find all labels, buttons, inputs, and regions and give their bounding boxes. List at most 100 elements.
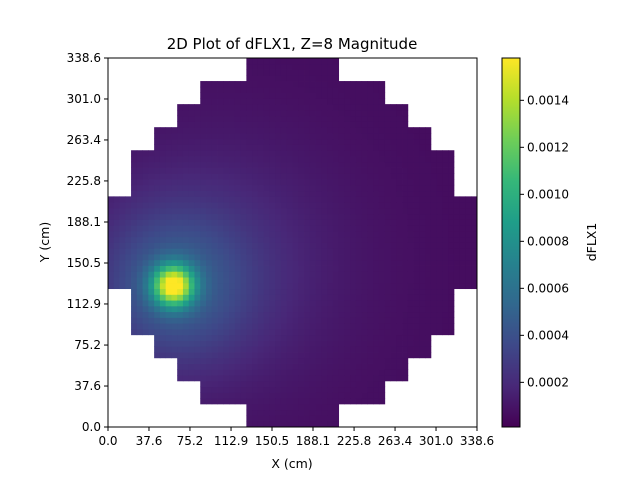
heatmap-cell xyxy=(396,369,403,376)
heatmap-cell xyxy=(332,207,340,215)
heatmap-cell xyxy=(240,386,247,393)
heatmap-cell xyxy=(217,161,224,168)
heatmap-cell xyxy=(211,305,218,313)
heatmap-cell xyxy=(182,340,190,347)
heatmap-cell xyxy=(321,323,328,330)
heatmap-cell xyxy=(298,305,305,313)
heatmap-cell xyxy=(315,213,322,220)
heatmap-cell xyxy=(223,127,230,134)
heatmap-cell xyxy=(217,288,224,295)
heatmap-cell xyxy=(419,259,426,266)
heatmap-cell xyxy=(240,104,247,111)
heatmap-cell xyxy=(194,173,201,180)
heatmap-cell xyxy=(425,138,432,145)
heatmap-cell xyxy=(430,230,438,238)
heatmap-cell xyxy=(344,179,351,186)
heatmap-cell xyxy=(384,259,391,266)
heatmap-cell xyxy=(407,346,414,353)
colorbar-tick-label: 0.0002 xyxy=(527,375,569,389)
heatmap-cell xyxy=(269,323,276,330)
heatmap-cell xyxy=(436,265,443,272)
heatmap-cell xyxy=(315,144,322,151)
heatmap-cell xyxy=(200,109,207,117)
heatmap-cell xyxy=(240,340,247,347)
heatmap-cell xyxy=(309,58,316,65)
heatmap-cell xyxy=(298,150,305,157)
heatmap-cell xyxy=(465,248,472,255)
heatmap-cell xyxy=(402,236,409,243)
heatmap-cell xyxy=(448,202,455,209)
heatmap-cell xyxy=(304,173,311,180)
heatmap-cell xyxy=(384,190,391,197)
heatmap-cell xyxy=(252,242,259,249)
heatmap-cell xyxy=(206,156,213,163)
heatmap-cell xyxy=(252,271,259,278)
heatmap-cell xyxy=(217,346,224,353)
heatmap-cell xyxy=(367,328,374,336)
heatmap-cell xyxy=(304,421,311,427)
heatmap-cell xyxy=(286,369,293,376)
heatmap-cell xyxy=(384,179,391,186)
heatmap-cell xyxy=(315,357,322,364)
heatmap-cell xyxy=(206,190,213,197)
heatmap-cell xyxy=(206,346,213,353)
heatmap-cell xyxy=(373,380,380,388)
heatmap-cell xyxy=(361,225,368,232)
heatmap-cell xyxy=(246,277,253,284)
heatmap-cell xyxy=(390,230,397,238)
heatmap-cell xyxy=(465,213,472,220)
heatmap-cell xyxy=(206,109,213,117)
heatmap-cell xyxy=(263,132,270,140)
heatmap-cell xyxy=(252,369,259,376)
heatmap-cell xyxy=(355,202,363,209)
heatmap-cell xyxy=(321,184,328,192)
heatmap-cell xyxy=(304,156,311,163)
heatmap-cell xyxy=(373,357,380,364)
heatmap-cell xyxy=(234,277,242,284)
heatmap-cell xyxy=(298,63,305,70)
heatmap-cell xyxy=(292,386,299,393)
heatmap-cell xyxy=(200,340,207,347)
heatmap-cell xyxy=(304,317,311,324)
heatmap-cell xyxy=(355,398,363,405)
heatmap-cell xyxy=(113,225,120,232)
heatmap-cell xyxy=(200,242,207,249)
heatmap-cell xyxy=(402,328,409,336)
heatmap-cell xyxy=(171,328,178,336)
colorbar-tick-label: 0.0014 xyxy=(527,93,569,107)
heatmap-cell xyxy=(390,323,397,330)
heatmap-cell xyxy=(263,300,270,307)
y-tick-label: 188.1 xyxy=(67,215,101,229)
heatmap-cell xyxy=(200,196,207,203)
heatmap-cell xyxy=(246,225,253,232)
heatmap-cell xyxy=(234,254,242,261)
heatmap-cell xyxy=(344,213,351,220)
heatmap-cell xyxy=(275,202,282,209)
heatmap-cell xyxy=(413,282,420,290)
y-tick-label: 0.0 xyxy=(82,420,101,434)
heatmap-cell xyxy=(448,236,455,243)
heatmap-cell xyxy=(131,207,138,215)
heatmap-cell xyxy=(200,346,207,353)
heatmap-cell xyxy=(131,300,138,307)
heatmap-cell xyxy=(159,230,167,238)
heatmap-cell xyxy=(280,294,288,301)
heatmap-cell xyxy=(407,311,414,318)
heatmap-cell xyxy=(419,202,426,209)
heatmap-cell xyxy=(407,179,414,186)
heatmap-cell xyxy=(252,363,259,370)
heatmap-cell xyxy=(419,277,426,284)
heatmap-cell xyxy=(355,305,363,313)
heatmap-cell xyxy=(298,98,305,105)
heatmap-cell xyxy=(425,156,432,163)
heatmap-cell xyxy=(373,236,380,243)
heatmap-cell xyxy=(252,207,259,215)
heatmap-cell xyxy=(275,248,282,255)
heatmap-cell xyxy=(206,288,213,295)
heatmap-cell xyxy=(131,254,138,261)
heatmap-cell xyxy=(298,104,305,111)
heatmap-cell xyxy=(384,104,391,111)
heatmap-cell xyxy=(384,363,391,370)
heatmap-cell xyxy=(425,207,432,215)
heatmap-cell xyxy=(142,294,149,301)
